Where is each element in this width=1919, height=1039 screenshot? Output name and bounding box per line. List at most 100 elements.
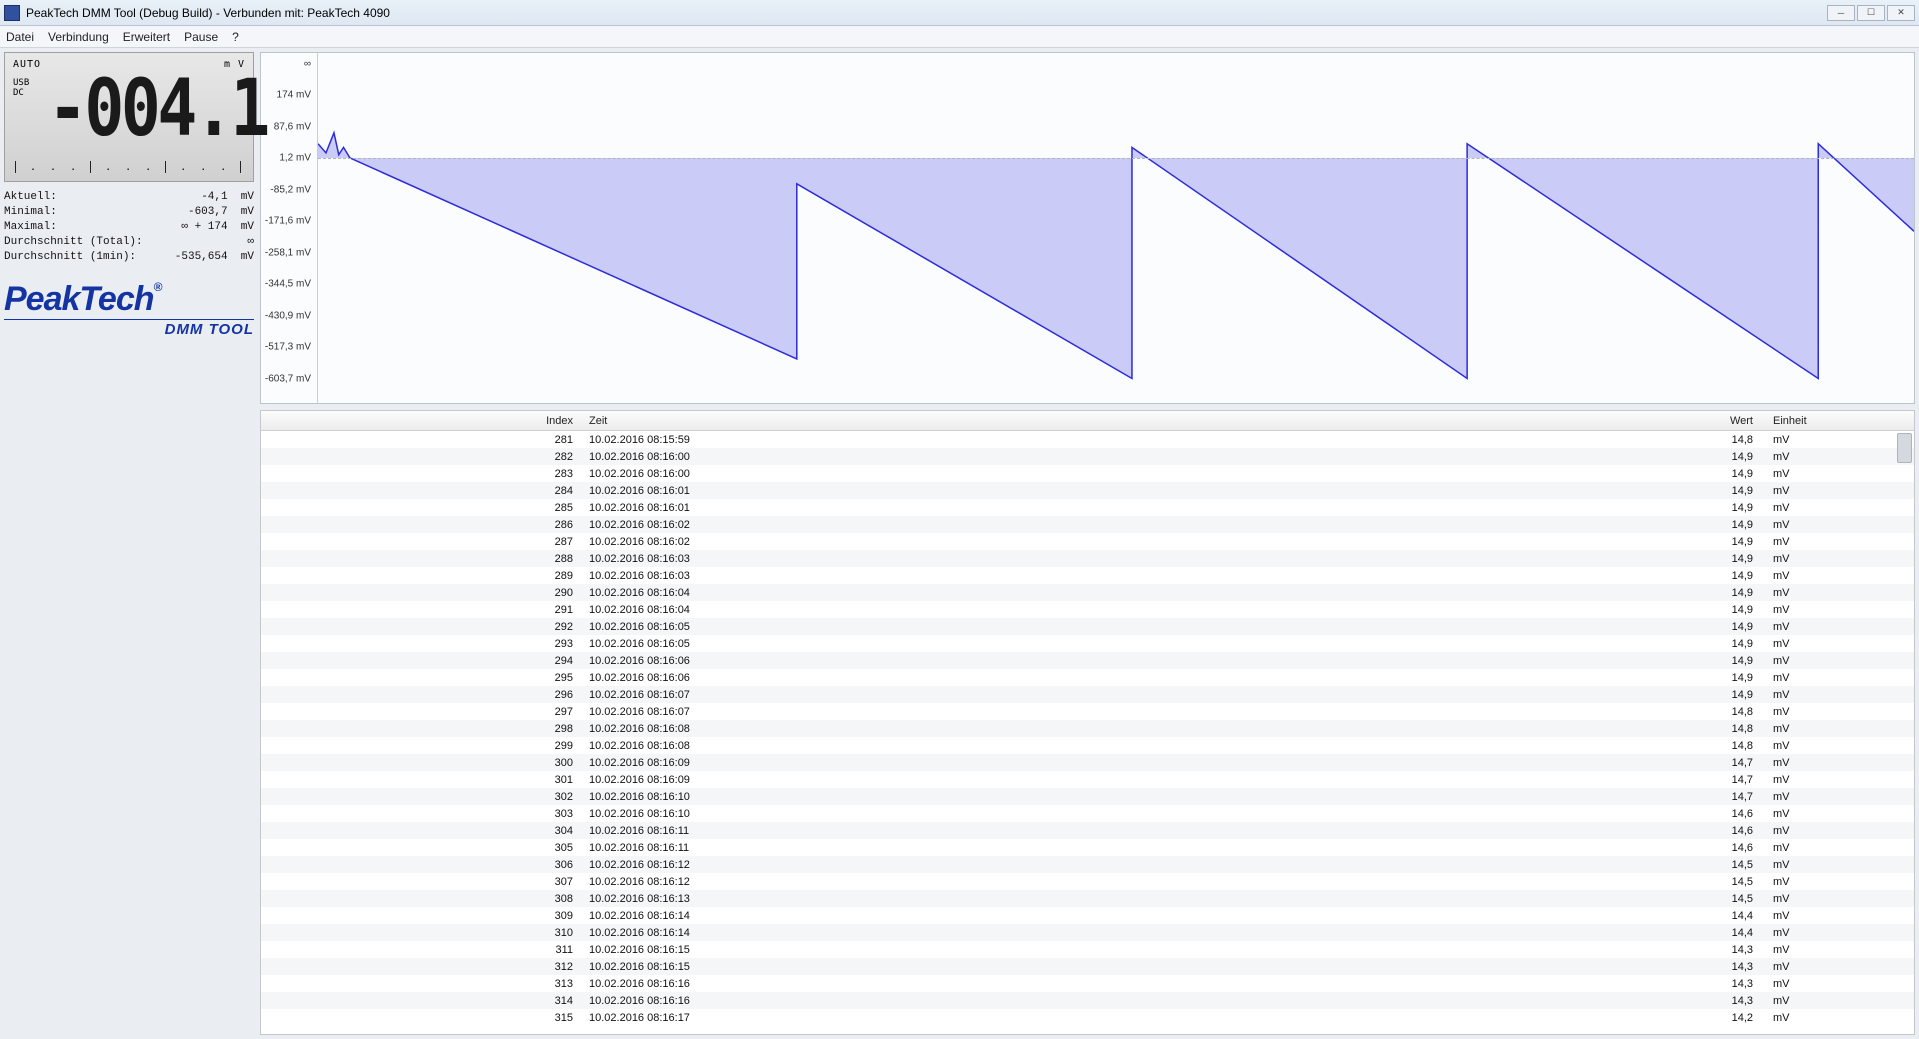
table-row[interactable]: 30510.02.2016 08:16:1114,6mV — [261, 839, 1914, 856]
table-row[interactable]: 30810.02.2016 08:16:1314,5mV — [261, 890, 1914, 907]
table-row[interactable]: 28910.02.2016 08:16:0314,9mV — [261, 567, 1914, 584]
menu-datei[interactable]: Datei — [6, 30, 34, 44]
menu-pause[interactable]: Pause — [184, 30, 218, 44]
cell-zeit: 10.02.2016 08:16:03 — [581, 570, 1301, 582]
cell-einheit: mV — [1761, 706, 1914, 718]
cell-einheit: mV — [1761, 944, 1914, 956]
table-row[interactable]: 31510.02.2016 08:16:1714,2mV — [261, 1009, 1914, 1026]
cell-zeit: 10.02.2016 08:16:08 — [581, 723, 1301, 735]
cell-index: 308 — [261, 893, 581, 905]
cell-wert: 14,8 — [1301, 740, 1761, 752]
col-zeit[interactable]: Zeit — [581, 415, 1301, 427]
table-row[interactable]: 29110.02.2016 08:16:0414,9mV — [261, 601, 1914, 618]
chart-ylabel: -603,7 mV — [265, 373, 311, 384]
lcd-display: AUTO m V USB DC -004.1 ... ... ... — [4, 52, 254, 182]
table-row[interactable]: 31110.02.2016 08:16:1514,3mV — [261, 941, 1914, 958]
table-row[interactable]: 29810.02.2016 08:16:0814,8mV — [261, 720, 1914, 737]
chart-panel: ∞174 mV87,6 mV1,2 mV-85,2 mV-171,6 mV-25… — [260, 52, 1915, 404]
table-row[interactable]: 29310.02.2016 08:16:0514,9mV — [261, 635, 1914, 652]
table-row[interactable]: 30210.02.2016 08:16:1014,7mV — [261, 788, 1914, 805]
chart-plot[interactable] — [317, 53, 1914, 403]
table-row[interactable]: 29510.02.2016 08:16:0614,9mV — [261, 669, 1914, 686]
table-row[interactable]: 28410.02.2016 08:16:0114,9mV — [261, 482, 1914, 499]
table-row[interactable]: 31210.02.2016 08:16:1514,3mV — [261, 958, 1914, 975]
scrollbar-handle[interactable] — [1897, 433, 1912, 463]
cell-zeit: 10.02.2016 08:16:00 — [581, 468, 1301, 480]
table-row[interactable]: 31010.02.2016 08:16:1414,4mV — [261, 924, 1914, 941]
table-row[interactable]: 29710.02.2016 08:16:0714,8mV — [261, 703, 1914, 720]
cell-zeit: 10.02.2016 08:16:08 — [581, 740, 1301, 752]
cell-zeit: 10.02.2016 08:16:04 — [581, 604, 1301, 616]
stat-minimal-label: Minimal: — [4, 206, 57, 218]
cell-index: 312 — [261, 961, 581, 973]
maximize-button[interactable]: ☐ — [1857, 5, 1885, 21]
menu-help[interactable]: ? — [232, 30, 239, 44]
table-row[interactable]: 29410.02.2016 08:16:0614,9mV — [261, 652, 1914, 669]
cell-index: 291 — [261, 604, 581, 616]
cell-einheit: mV — [1761, 876, 1914, 888]
table-row[interactable]: 28310.02.2016 08:16:0014,9mV — [261, 465, 1914, 482]
stat-maximal-label: Maximal: — [4, 221, 57, 233]
titlebar: PeakTech DMM Tool (Debug Build) - Verbun… — [0, 0, 1919, 26]
cell-einheit: mV — [1761, 468, 1914, 480]
table-row[interactable]: 30010.02.2016 08:16:0914,7mV — [261, 754, 1914, 771]
table-row[interactable]: 30610.02.2016 08:16:1214,5mV — [261, 856, 1914, 873]
table-row[interactable]: 30910.02.2016 08:16:1414,4mV — [261, 907, 1914, 924]
chart-ylabel: 87,6 mV — [274, 121, 311, 132]
cell-wert: 14,8 — [1301, 706, 1761, 718]
table-row[interactable]: 28810.02.2016 08:16:0314,9mV — [261, 550, 1914, 567]
table-row[interactable]: 28710.02.2016 08:16:0214,9mV — [261, 533, 1914, 550]
table-row[interactable]: 30410.02.2016 08:16:1114,6mV — [261, 822, 1914, 839]
table-row[interactable]: 28610.02.2016 08:16:0214,9mV — [261, 516, 1914, 533]
table-row[interactable]: 29010.02.2016 08:16:0414,9mV — [261, 584, 1914, 601]
table-row[interactable]: 29210.02.2016 08:16:0514,9mV — [261, 618, 1914, 635]
cell-einheit: mV — [1761, 825, 1914, 837]
table-row[interactable]: 28210.02.2016 08:16:0014,9mV — [261, 448, 1914, 465]
cell-zeit: 10.02.2016 08:16:10 — [581, 808, 1301, 820]
table-row[interactable]: 30310.02.2016 08:16:1014,6mV — [261, 805, 1914, 822]
cell-wert: 14,6 — [1301, 808, 1761, 820]
cell-einheit: mV — [1761, 808, 1914, 820]
cell-wert: 14,9 — [1301, 502, 1761, 514]
cell-wert: 14,4 — [1301, 910, 1761, 922]
lcd-bargraph: ... ... ... — [15, 159, 243, 173]
cell-wert: 14,9 — [1301, 570, 1761, 582]
minimize-button[interactable]: ─ — [1827, 5, 1855, 21]
cell-index: 285 — [261, 502, 581, 514]
chart-ylabel: 174 mV — [277, 90, 311, 101]
window-controls: ─ ☐ ✕ — [1827, 5, 1915, 21]
col-index[interactable]: Index — [261, 415, 581, 427]
cell-wert: 14,6 — [1301, 825, 1761, 837]
col-wert[interactable]: Wert — [1301, 415, 1761, 427]
cell-index: 289 — [261, 570, 581, 582]
menu-erweitert[interactable]: Erweitert — [123, 30, 170, 44]
cell-index: 298 — [261, 723, 581, 735]
stat-aktuell-label: Aktuell: — [4, 191, 57, 203]
cell-einheit: mV — [1761, 723, 1914, 735]
stat-avgtotal-label: Durchschnitt (Total): — [4, 236, 143, 248]
cell-wert: 14,9 — [1301, 621, 1761, 633]
lcd-dc: DC — [13, 89, 29, 99]
table-row[interactable]: 31310.02.2016 08:16:1614,3mV — [261, 975, 1914, 992]
table-row[interactable]: 30710.02.2016 08:16:1214,5mV — [261, 873, 1914, 890]
close-button[interactable]: ✕ — [1887, 5, 1915, 21]
col-einheit[interactable]: Einheit — [1761, 415, 1897, 427]
table-row[interactable]: 29610.02.2016 08:16:0714,9mV — [261, 686, 1914, 703]
left-column: AUTO m V USB DC -004.1 ... ... ... Aktue… — [4, 52, 254, 1035]
logo-sub: DMM TOOL — [4, 319, 254, 338]
cell-index: 315 — [261, 1012, 581, 1024]
cell-zeit: 10.02.2016 08:16:15 — [581, 944, 1301, 956]
menu-verbindung[interactable]: Verbindung — [48, 30, 109, 44]
data-table: Index Zeit Wert Einheit 28110.02.2016 08… — [260, 410, 1915, 1035]
cell-einheit: mV — [1761, 961, 1914, 973]
table-row[interactable]: 29910.02.2016 08:16:0814,8mV — [261, 737, 1914, 754]
table-row[interactable]: 28510.02.2016 08:16:0114,9mV — [261, 499, 1914, 516]
table-row[interactable]: 31410.02.2016 08:16:1614,3mV — [261, 992, 1914, 1009]
table-row[interactable]: 30110.02.2016 08:16:0914,7mV — [261, 771, 1914, 788]
table-row[interactable]: 28110.02.2016 08:15:5914,8mV — [261, 431, 1914, 448]
cell-einheit: mV — [1761, 978, 1914, 990]
cell-einheit: mV — [1761, 570, 1914, 582]
cell-zeit: 10.02.2016 08:16:09 — [581, 757, 1301, 769]
table-body[interactable]: 28110.02.2016 08:15:5914,8mV28210.02.201… — [261, 431, 1914, 1034]
cell-einheit: mV — [1761, 927, 1914, 939]
